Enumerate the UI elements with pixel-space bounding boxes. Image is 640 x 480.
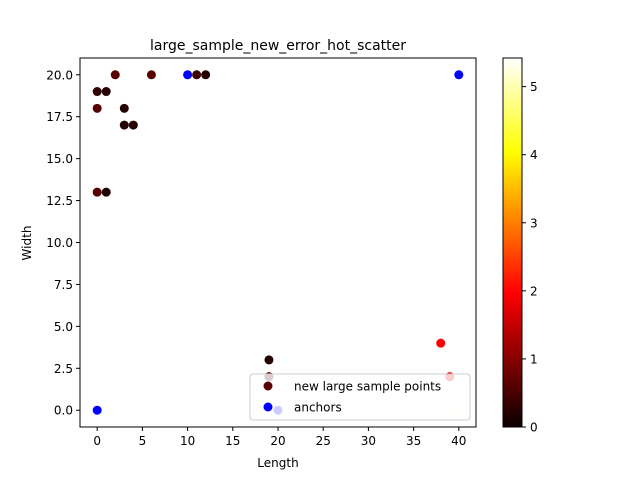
colorbar: 0 1 2 3 4 5 [502,57,538,435]
x-axis-ticks: 0 5 10 15 20 25 30 35 40 [93,427,466,448]
sample-point [119,103,129,113]
y-tick-label: 10.0 [46,236,73,250]
x-tick-label: 30 [361,434,376,448]
colorbar-gradient [502,57,523,428]
y-tick-label: 7.5 [54,278,73,292]
legend-box [249,373,471,421]
sample-point [146,70,156,80]
x-tick-label: 10 [180,434,195,448]
x-axis-label: Length [257,456,298,470]
colorbar-tick-label: 4 [530,148,538,162]
colorbar-ticks: 0 1 2 3 4 5 [522,80,538,435]
colorbar-tick-label: 2 [530,284,538,298]
anchor-point [92,405,102,415]
plot-frame [79,57,477,428]
plot-points [92,70,464,415]
sample-point [119,120,129,130]
y-tick-label: 2.5 [54,362,73,376]
x-tick-label: 15 [225,434,240,448]
colorbar-tick-label: 1 [530,352,538,366]
sample-point [128,120,138,130]
y-tick-label: 20.0 [46,68,73,82]
legend-marker-anchors [263,402,273,412]
colorbar-tick-label: 5 [530,80,538,94]
y-axis-label: Width [20,226,34,261]
sample-point [436,338,446,348]
sample-point [110,70,120,80]
sample-point [92,187,102,197]
chart-title: large_sample_new_error_hot_scatter [150,38,406,54]
y-tick-label: 12.5 [46,194,73,208]
sample-point [201,70,211,80]
anchor-point [454,70,464,80]
legend-marker-new-large-sample-points [263,381,273,391]
sample-point [101,187,111,197]
x-tick-label: 0 [93,434,101,448]
colorbar-tick-label: 0 [530,421,538,435]
y-tick-label: 5.0 [54,320,73,334]
x-tick-label: 5 [139,434,147,448]
x-tick-label: 40 [451,434,466,448]
y-tick-label: 17.5 [46,110,73,124]
legend-label-new-large-sample-points: new large sample points [294,380,441,394]
x-tick-label: 35 [406,434,421,448]
legend: new large sample points anchors [249,373,471,421]
sample-point [101,87,111,97]
sample-point [92,87,102,97]
anchor-point [183,70,193,80]
y-tick-label: 15.0 [46,152,73,166]
x-tick-label: 25 [316,434,331,448]
y-axis-ticks: 0.0 2.5 5.0 7.5 10.0 12.5 15.0 17.5 20.0 [46,68,80,418]
sample-point [192,70,202,80]
sample-point [264,355,274,365]
colorbar-tick-label: 3 [530,216,538,230]
y-tick-label: 0.0 [54,404,73,418]
legend-label-anchors: anchors [294,401,342,415]
x-tick-label: 20 [270,434,285,448]
sample-point [92,103,102,113]
